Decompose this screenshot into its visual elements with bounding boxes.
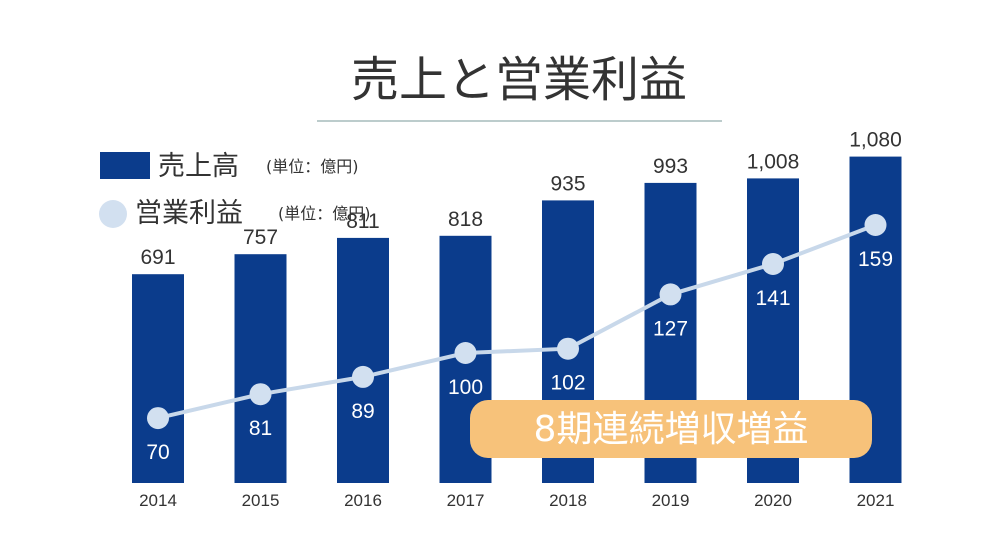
profit-label-2017: 100 <box>448 376 483 399</box>
profit-point-2015 <box>249 383 272 406</box>
profit-point-2018 <box>557 337 579 360</box>
bar-label-2017: 818 <box>448 208 483 231</box>
bar-label-2021: 1,080 <box>849 129 902 152</box>
profit-point-2021 <box>864 214 887 236</box>
profit-label-2015: 81 <box>249 417 272 440</box>
profit-label-2019: 127 <box>653 317 688 340</box>
chart-title: 売上と営業利益 <box>351 52 687 108</box>
line-labels-layer: 70 81 89 100 102 127 141 159 <box>146 248 893 464</box>
x-tick-2017: 2017 <box>447 491 485 510</box>
legend-line-swatch <box>99 200 127 228</box>
profit-point-2019 <box>659 283 682 306</box>
x-tick-2020: 2020 <box>754 491 792 510</box>
profit-label-2021: 159 <box>858 248 893 271</box>
legend-bar-swatch <box>100 152 150 179</box>
bar-label-2020: 1,008 <box>747 150 800 173</box>
bar-label-2018: 935 <box>550 172 585 195</box>
x-axis-ticks: 2014 2015 2016 2017 2018 2019 2020 2021 <box>139 491 894 510</box>
bar-label-2014: 691 <box>140 246 175 269</box>
x-tick-2015: 2015 <box>242 491 280 510</box>
profit-label-2018: 102 <box>550 372 585 395</box>
bar-2016 <box>337 237 389 483</box>
bar-label-2019: 993 <box>653 155 688 178</box>
profit-point-2017 <box>454 342 477 364</box>
annotation-badge-bg <box>470 400 872 458</box>
bar-label-2016: 811 <box>346 210 379 233</box>
bar-2014 <box>132 274 184 483</box>
x-tick-2014: 2014 <box>139 491 177 510</box>
profit-label-2020: 141 <box>755 287 790 310</box>
line-layer <box>147 214 887 430</box>
x-tick-2018: 2018 <box>549 491 587 510</box>
bar-labels-layer: 691 757 811 818 935 993 1,008 1,080 <box>140 129 901 270</box>
profit-point-2020 <box>762 253 784 275</box>
profit-point-2014 <box>147 407 169 430</box>
x-tick-2016: 2016 <box>344 491 382 510</box>
profit-point-2016 <box>352 365 374 388</box>
profit-label-2016: 89 <box>351 400 374 423</box>
legend-bar-unit: (単位：億円) <box>266 157 359 176</box>
legend-bar-label: 売上高 <box>158 151 239 182</box>
bar-2015 <box>234 254 287 483</box>
legend-line-label: 営業利益 <box>135 198 243 229</box>
x-tick-2021: 2021 <box>857 491 895 510</box>
profit-line <box>157 223 877 421</box>
legend: 売上高 (単位：億円) 営業利益 (単位：億円) <box>99 151 371 229</box>
annotation-text: 8期連続増収増益 <box>534 409 809 450</box>
profit-label-2014: 70 <box>146 441 169 464</box>
bar-label-2015: 757 <box>243 226 278 249</box>
legend-line-unit: (単位：億円) <box>278 204 371 223</box>
x-tick-2019: 2019 <box>652 491 690 510</box>
annotation-badge: 8期連続増収増益 <box>470 400 872 458</box>
